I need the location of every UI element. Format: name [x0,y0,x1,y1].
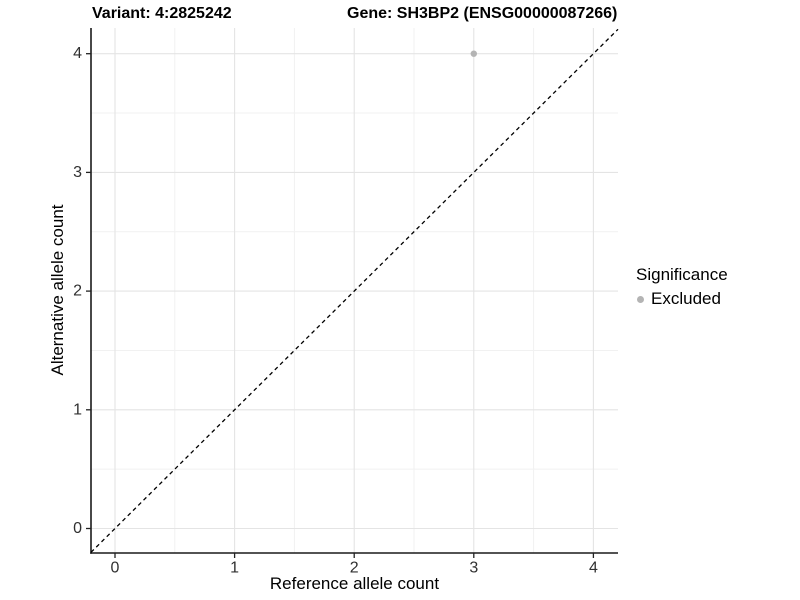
y-tick-label: 4 [73,45,82,62]
plot-title-variant: Variant: 4:2825242 [92,5,232,22]
plot-title-gene: Gene: SH3BP2 (ENSG00000087266) [347,5,618,22]
y-tick-label: 1 [73,401,82,418]
legend-title: Significance [636,265,728,284]
x-tick-label: 0 [111,559,120,576]
identity-line [90,28,619,553]
x-axis-title: Reference allele count [269,574,440,593]
x-tick-label: 4 [589,559,598,576]
y-axis-title: Alternative allele count [48,204,67,376]
legend: Significance Excluded [636,265,728,309]
x-tick-label: 1 [230,559,239,576]
y-tick-label: 2 [73,283,82,300]
x-tick-label: 3 [469,559,478,576]
x-tick-label: 2 [350,559,359,576]
y-tick-label: 3 [73,164,82,181]
legend-point-icon [637,295,644,303]
y-tick-label: 0 [73,520,82,537]
legend-item-excluded: Excluded [637,289,728,309]
data-point [470,50,477,57]
legend-item-label: Excluded [651,289,721,308]
